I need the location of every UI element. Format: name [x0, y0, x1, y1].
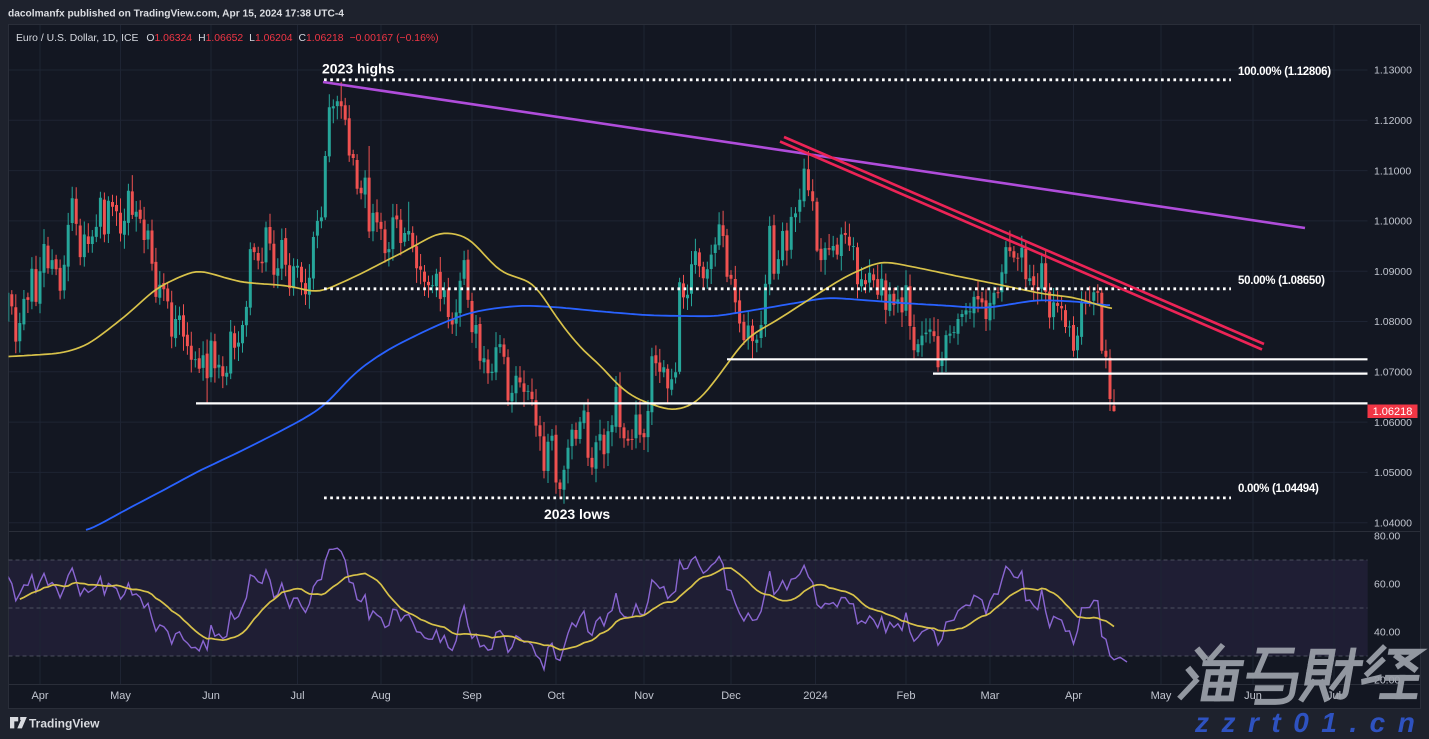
svg-text:Jun: Jun — [202, 690, 220, 702]
svg-text:TradingView: TradingView — [29, 717, 100, 731]
svg-text:1.11000: 1.11000 — [1374, 165, 1411, 177]
svg-text:1.06218: 1.06218 — [1373, 406, 1413, 418]
svg-text:1.09000: 1.09000 — [1374, 266, 1412, 278]
svg-text:Apr: Apr — [1065, 690, 1082, 702]
svg-text:2023 highs: 2023 highs — [322, 61, 395, 77]
svg-text:zzrt01.cn: zzrt01.cn — [1194, 707, 1427, 738]
svg-text:Oct: Oct — [547, 690, 564, 702]
svg-text:Feb: Feb — [897, 690, 916, 702]
svg-text:1.10000: 1.10000 — [1374, 216, 1412, 228]
svg-text:2024: 2024 — [803, 690, 827, 702]
svg-text:Mar: Mar — [981, 690, 1000, 702]
svg-text:1.07000: 1.07000 — [1374, 367, 1412, 379]
svg-text:1.04000: 1.04000 — [1374, 517, 1412, 529]
svg-text:May: May — [1151, 690, 1172, 702]
svg-text:dacolmanfx published on Tradin: dacolmanfx published on TradingView.com,… — [8, 9, 344, 20]
svg-text:60.00: 60.00 — [1374, 579, 1400, 591]
svg-text:40.00: 40.00 — [1374, 627, 1400, 639]
svg-text:100.00% (1.12806): 100.00% (1.12806) — [1238, 66, 1331, 78]
svg-text:Sep: Sep — [462, 690, 482, 702]
svg-text:Jul: Jul — [290, 690, 304, 702]
svg-text:1.08000: 1.08000 — [1374, 316, 1412, 328]
svg-text:May: May — [110, 690, 131, 702]
svg-text:1.06000: 1.06000 — [1374, 417, 1412, 429]
svg-text:Apr: Apr — [31, 690, 48, 702]
svg-text:Dec: Dec — [721, 690, 741, 702]
svg-text:0.00% (1.04494): 0.00% (1.04494) — [1238, 483, 1319, 495]
svg-text:1.05000: 1.05000 — [1374, 467, 1412, 479]
svg-text:Aug: Aug — [371, 690, 391, 702]
svg-text:80.00: 80.00 — [1374, 531, 1400, 543]
svg-text:1.13000: 1.13000 — [1374, 65, 1412, 77]
svg-text:1.12000: 1.12000 — [1374, 115, 1412, 127]
svg-text:Nov: Nov — [634, 690, 654, 702]
svg-text:50.00% (1.08650): 50.00% (1.08650) — [1238, 275, 1325, 287]
svg-text:2023 lows: 2023 lows — [544, 506, 610, 522]
